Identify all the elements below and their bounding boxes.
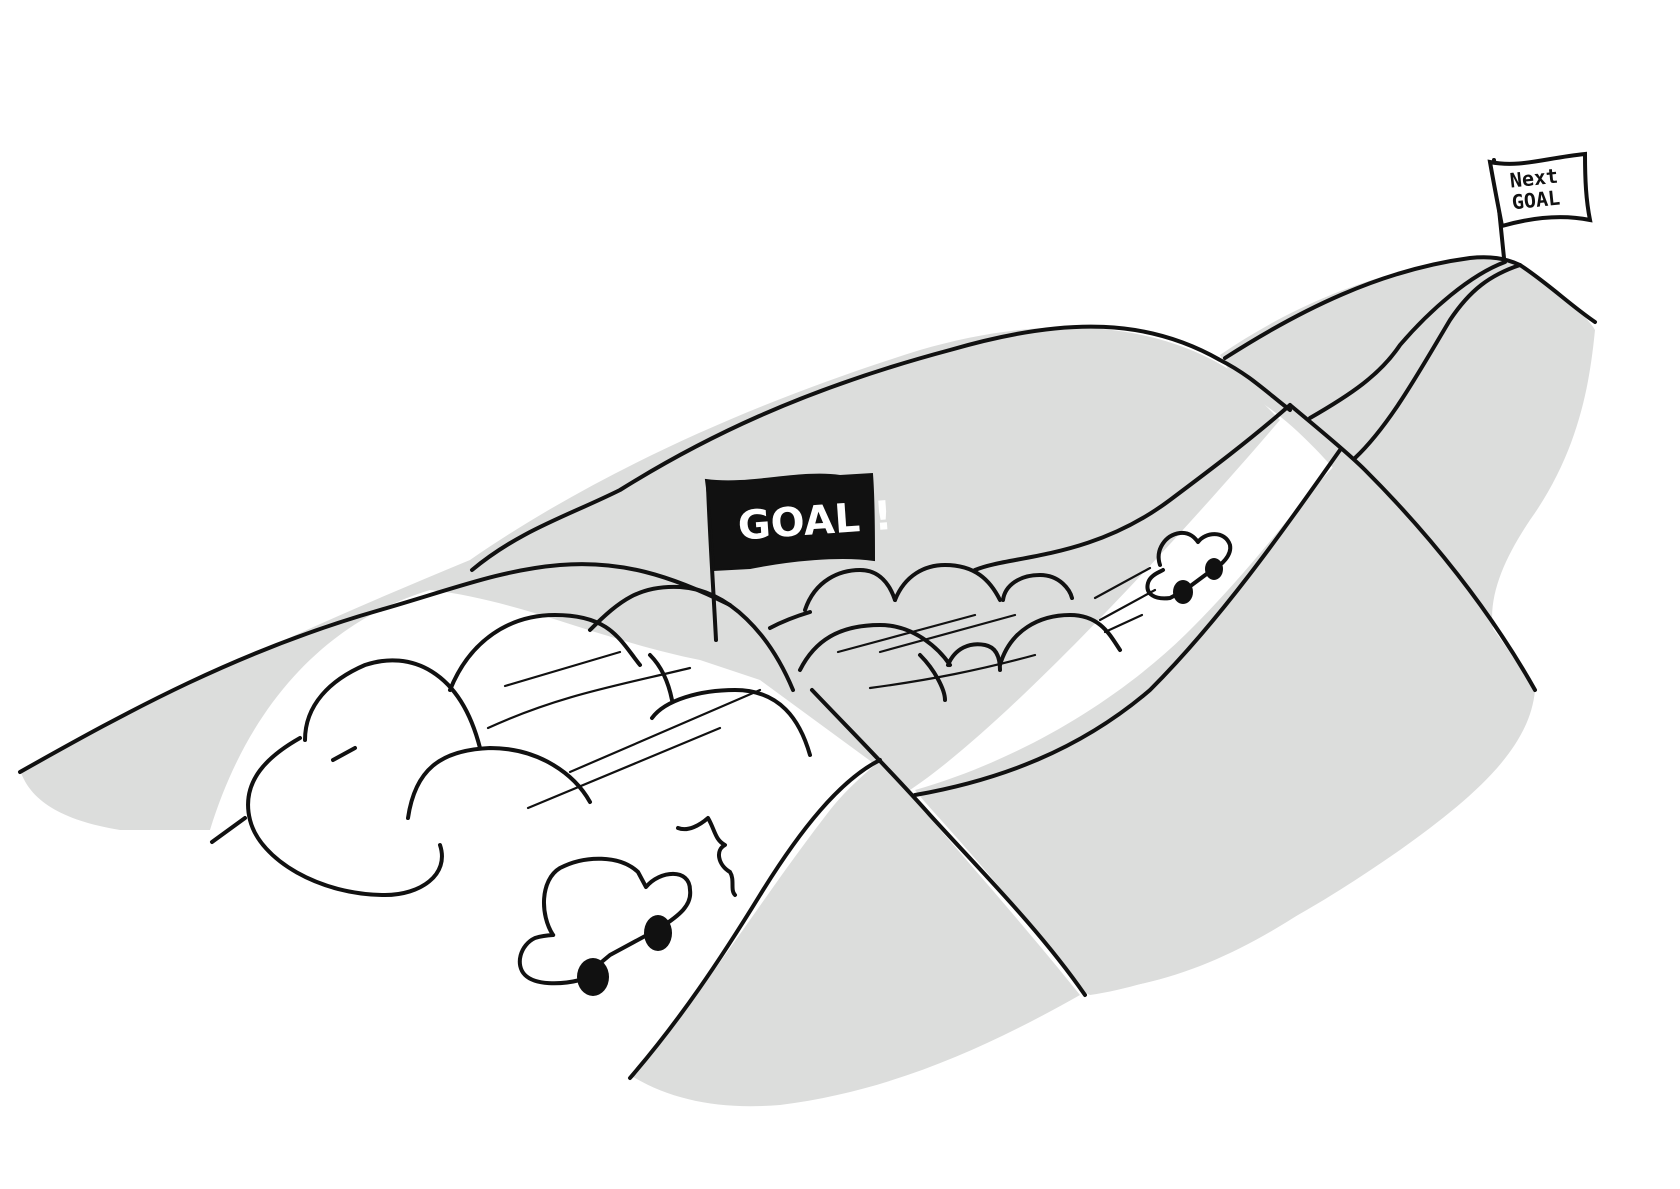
dust-cloud-puff-2	[448, 613, 642, 692]
dust-cloud-puff-4	[588, 584, 795, 692]
front-car-wheel-front	[644, 915, 672, 951]
road-right-edge	[913, 448, 1342, 797]
dust-cloud-edge-2	[918, 653, 947, 702]
dust-cloud-puff-8	[893, 563, 1002, 602]
goal-flag-banner	[704, 472, 876, 572]
hill-outlines	[18, 255, 1597, 1080]
next-goal-flag: Next GOAL	[1487, 151, 1593, 260]
next-goal-flag-banner	[1487, 151, 1593, 229]
next-goal-flag-line1: Next	[1509, 164, 1559, 193]
right-middle-hill-shade	[915, 460, 1535, 995]
front-car-wheel-back	[577, 958, 609, 996]
dust-cloud-puff-5	[650, 688, 812, 757]
front-car-body	[517, 856, 693, 986]
speed-line	[1093, 566, 1152, 600]
dust-cloud-puff-6	[798, 623, 952, 672]
dust-cloud-puff-1	[303, 658, 482, 750]
speed-line	[526, 726, 722, 810]
speed-line	[486, 666, 692, 730]
next-goal-flag-line2: GOAL	[1511, 185, 1561, 214]
speed-line	[836, 613, 977, 654]
far-path-right-rail	[1353, 263, 1522, 460]
speed-line	[503, 650, 622, 688]
far-path-left-rail	[1308, 260, 1507, 420]
back-hill-ridge	[470, 324, 1292, 572]
dust-cloud-puff-11	[998, 613, 1122, 667]
speed-line	[1098, 588, 1157, 622]
rear-car-wheel-front	[1205, 558, 1223, 580]
back-hill-shade	[20, 327, 1280, 830]
speed-line	[868, 653, 1037, 690]
speed-line	[1103, 613, 1144, 634]
middle-hill-left-edge	[1288, 403, 1537, 692]
hill-shading	[20, 258, 1595, 1107]
front-car-exhaust-puff	[676, 816, 737, 897]
dust-cloud-puff-3	[406, 746, 592, 820]
rear-car	[1145, 530, 1233, 604]
front-hill-shade	[630, 760, 1080, 1107]
dust-cloud-edge-3	[768, 610, 812, 630]
front-hill-left-edge	[628, 758, 882, 1080]
front-car	[517, 816, 737, 996]
far-right-hill-shade	[1100, 258, 1595, 990]
far-peak-outline	[1223, 255, 1597, 360]
speed-line	[878, 613, 1017, 654]
speed-lines	[486, 566, 1157, 810]
goal-flag-text: GOAL !	[736, 493, 893, 550]
left-slope-outline	[18, 562, 732, 774]
middle-hill-ridge	[973, 403, 1292, 572]
road-left-edge	[810, 688, 1087, 997]
dust-cloud-large-left	[246, 736, 444, 897]
left-foot-stub	[210, 816, 247, 844]
dust-cloud-edge-1	[648, 653, 674, 702]
dust-cloud-puff-7	[803, 568, 897, 612]
speed-line	[568, 688, 762, 774]
dust-cloud-puff-9	[1001, 573, 1074, 602]
dust-cloud-small-stub	[331, 746, 357, 762]
rear-car-body	[1145, 530, 1233, 601]
dust-clouds	[246, 563, 1122, 897]
goal-flag: GOAL !	[704, 472, 894, 642]
rear-car-wheel-back	[1173, 580, 1193, 604]
